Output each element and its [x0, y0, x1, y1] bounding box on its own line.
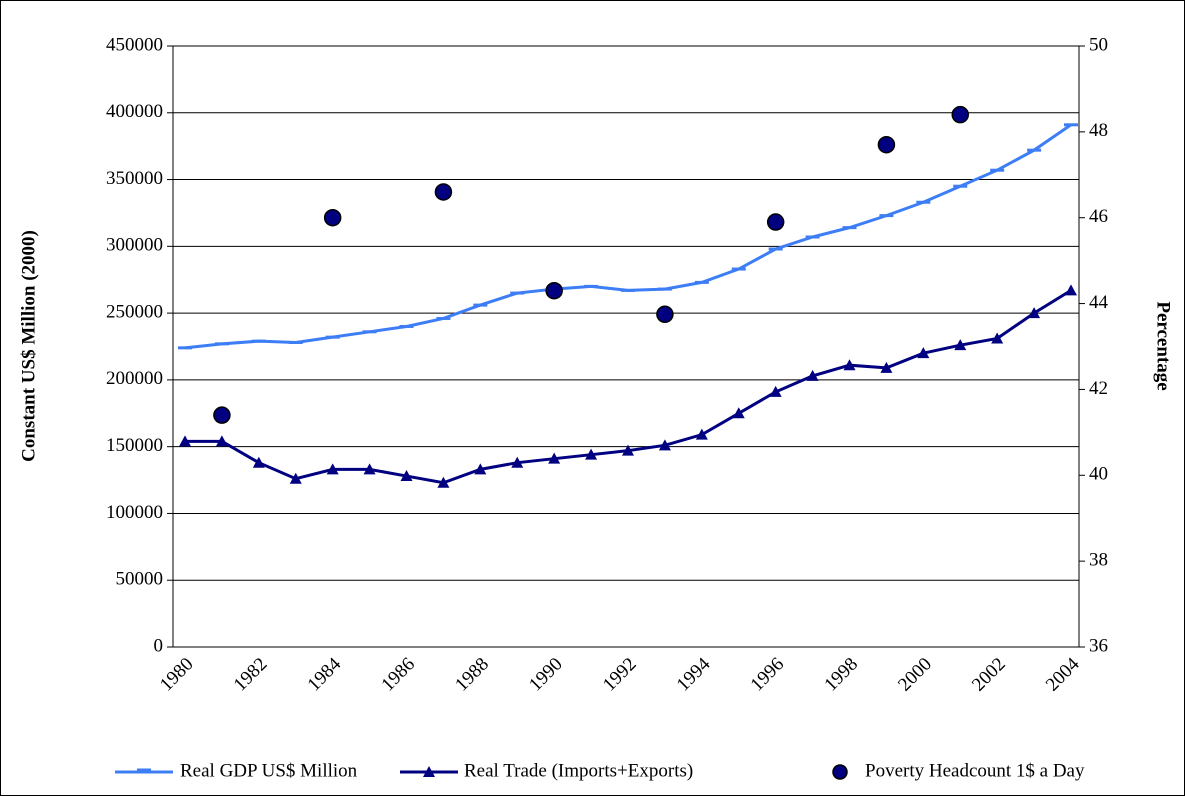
point	[215, 435, 228, 447]
point	[511, 456, 524, 468]
point	[877, 135, 896, 154]
y-axis-title: Constant US$ Million (2000)	[18, 230, 39, 462]
y2-tick-label: 48	[1089, 120, 1108, 141]
legend-label: Poverty Headcount 1$ a Day	[865, 760, 1085, 781]
point	[326, 463, 339, 475]
y-tick-label: 200000	[106, 368, 163, 389]
point	[323, 208, 342, 227]
y-tick-label: 0	[154, 635, 164, 656]
legend-label: Real GDP US$ Million	[180, 760, 358, 781]
point	[622, 444, 634, 456]
y2-tick-label: 36	[1089, 635, 1108, 656]
point	[179, 435, 191, 447]
y-tick-label: 300000	[106, 235, 163, 256]
y-tick-label: 400000	[106, 101, 163, 122]
point	[437, 476, 450, 488]
point	[252, 456, 265, 468]
y2-tick-label: 46	[1089, 206, 1108, 227]
y2-tick-label: 44	[1089, 292, 1109, 313]
point	[213, 406, 231, 424]
y2-axis-title: Percentage	[1153, 301, 1174, 390]
point	[1028, 307, 1041, 319]
legend-swatch	[832, 764, 848, 780]
point	[474, 463, 487, 475]
point	[289, 472, 302, 484]
point	[656, 305, 674, 324]
point	[806, 369, 819, 381]
legend-label: Real Trade (Imports+Exports)	[464, 760, 693, 781]
point	[400, 470, 413, 482]
point	[545, 281, 563, 300]
y2-tick-label: 50	[1089, 34, 1108, 55]
legend-swatch	[423, 766, 435, 777]
y-tick-label: 100000	[106, 502, 163, 523]
point	[880, 361, 893, 373]
y-tick-label: 450000	[106, 34, 163, 55]
point	[732, 407, 745, 419]
point	[769, 385, 782, 397]
plot-area	[172, 45, 1080, 648]
point	[991, 332, 1004, 344]
point	[1065, 284, 1077, 296]
y2-tick-label: 40	[1089, 464, 1108, 485]
point	[695, 428, 708, 440]
y-tick-label: 150000	[106, 435, 163, 456]
point	[843, 359, 856, 371]
y2-tick-label: 42	[1089, 378, 1108, 399]
y2-tick-label: 38	[1089, 550, 1108, 571]
point	[951, 105, 969, 124]
y-tick-label: 350000	[106, 168, 163, 189]
point	[548, 452, 561, 464]
point	[363, 463, 376, 475]
point	[434, 183, 453, 201]
y-tick-label: 50000	[116, 569, 164, 590]
point	[954, 339, 967, 351]
point	[585, 448, 598, 460]
point	[766, 213, 785, 231]
point	[917, 347, 930, 359]
y-tick-label: 250000	[106, 301, 163, 322]
point	[658, 439, 671, 451]
